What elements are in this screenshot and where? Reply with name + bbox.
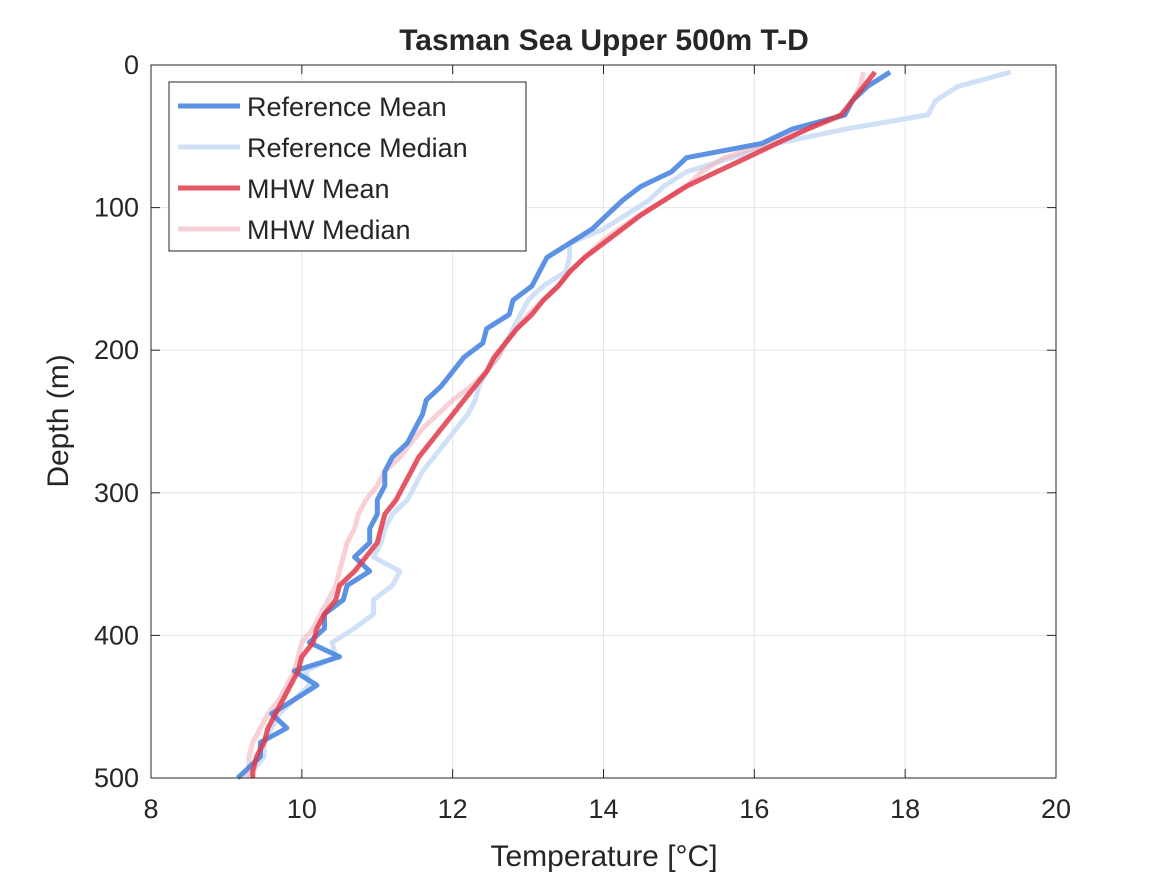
y-tick-label: 500 [94, 763, 139, 793]
y-tick-label: 200 [94, 335, 139, 365]
x-tick-label: 14 [588, 794, 618, 824]
x-tick-label: 18 [890, 794, 920, 824]
y-tick-label: 400 [94, 620, 139, 650]
x-tick-label: 12 [438, 794, 468, 824]
legend-label: Reference Median [247, 133, 468, 163]
y-tick-label: 100 [94, 193, 139, 223]
x-tick-label: 16 [739, 794, 769, 824]
tick-marks [150, 64, 1057, 779]
legend-label: MHW Median [247, 215, 411, 245]
series-lines [235, 69, 1012, 780]
chart-title: Tasman Sea Upper 500m T-D [399, 24, 809, 57]
series-line-reference-mean [235, 69, 892, 780]
legend-label: MHW Mean [247, 174, 390, 204]
y-tick-label: 0 [124, 50, 139, 80]
x-tick-label: 20 [1041, 794, 1071, 824]
x-tick-label: 10 [287, 794, 317, 824]
legend-box [168, 81, 527, 252]
series-line-mhw-mean [250, 70, 877, 778]
x-tick-labels: 8 10 12 14 16 18 20 [143, 794, 1071, 824]
y-axis-label: Depth (m) [42, 354, 75, 487]
y-tick-label: 300 [94, 478, 139, 508]
legend-label: Reference Mean [247, 92, 447, 122]
legend: Reference Mean Reference Median MHW Mean MH… [168, 81, 527, 252]
y-tick-labels: 0 100 200 300 400 500 [94, 50, 139, 793]
x-tick-label: 8 [143, 794, 158, 824]
legend-entries: Reference Mean Reference Median MHW Mean MH… [178, 92, 468, 245]
x-axis-label: Temperature [°C] [490, 840, 717, 873]
